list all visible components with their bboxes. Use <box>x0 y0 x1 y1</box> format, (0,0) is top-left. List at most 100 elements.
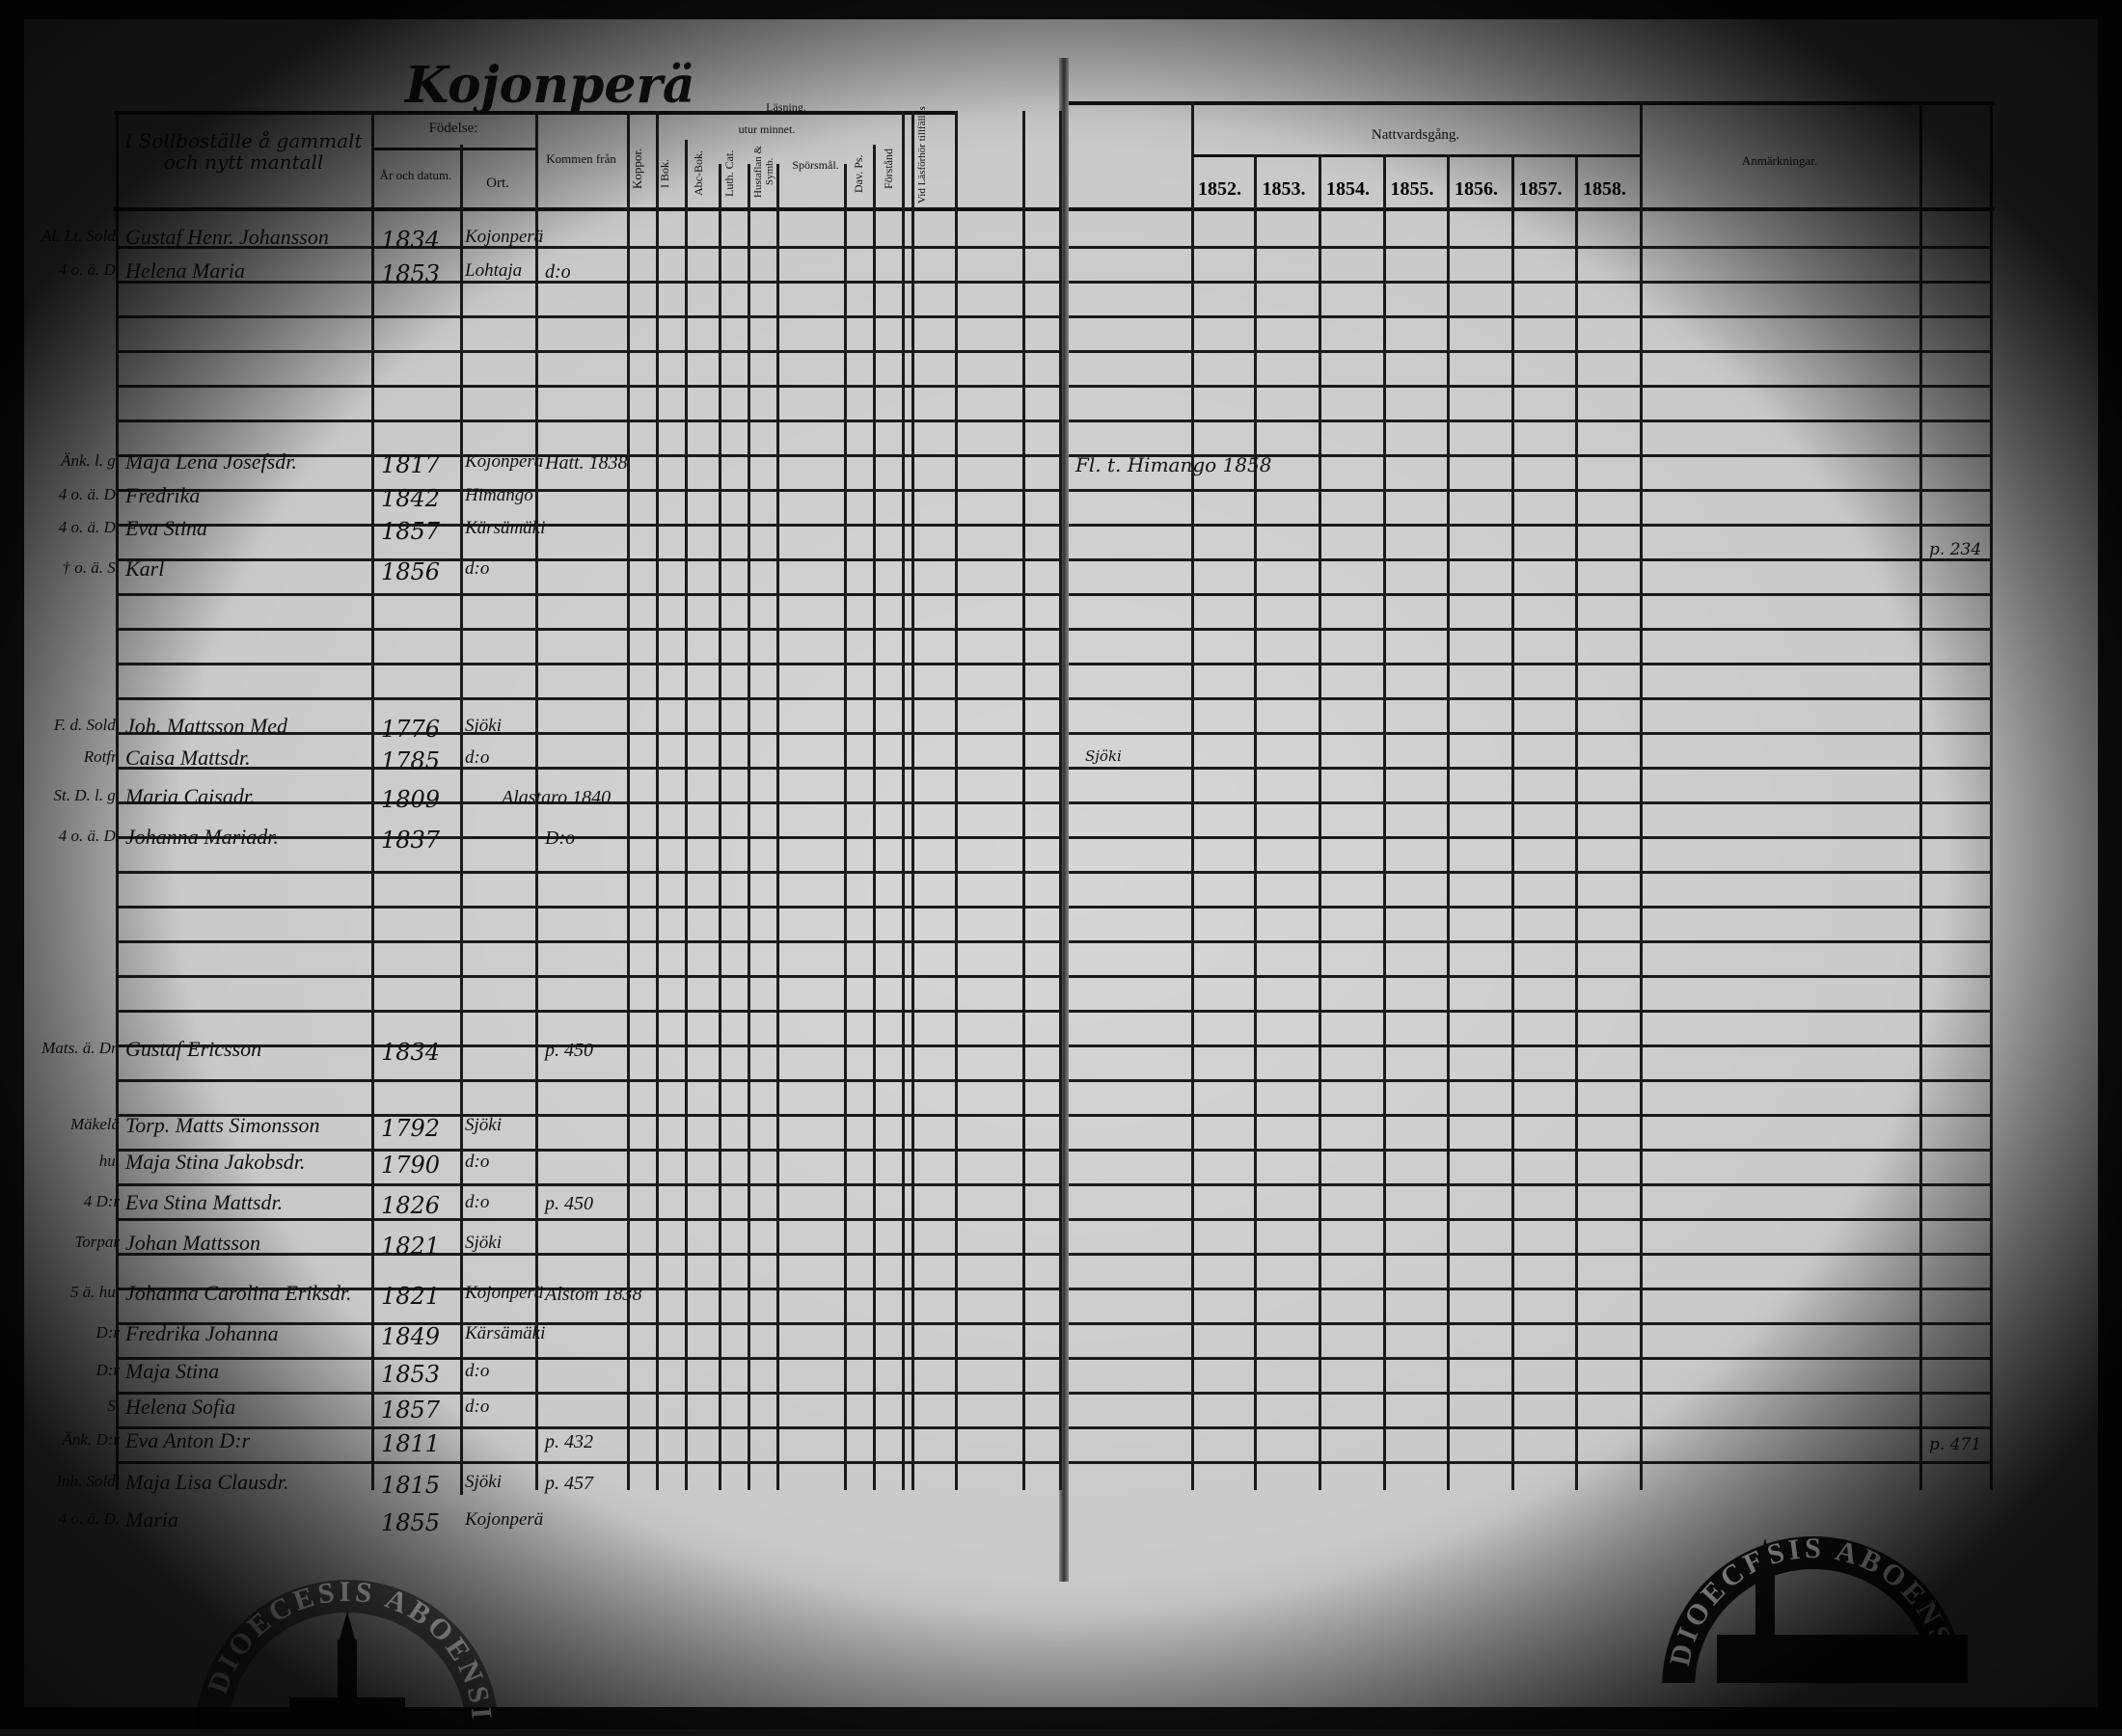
entry-birth-place: Sjöki <box>465 716 502 736</box>
entry-birth-year: 1853 <box>381 1361 441 1388</box>
entry-name: Eva Stina <box>125 516 207 540</box>
column-rule <box>748 164 750 1490</box>
entry-name: Maja Stina <box>125 1359 220 1383</box>
entry-prefix: 4 D:r <box>83 1192 120 1210</box>
entry-name: Gustaf Henr. Johansson <box>125 225 329 249</box>
header-year: 1858. <box>1583 178 1626 200</box>
entry-birth-year: 1834 <box>381 1039 441 1066</box>
header-exam: Vid Läsförhör tillfälles <box>916 106 928 203</box>
diocese-stamp-right: DIOECESIS ABOENSIS <box>1662 1533 1968 1683</box>
entry-name: Maria <box>125 1507 178 1532</box>
header-communion: Nattvardsgång. <box>1371 127 1460 143</box>
note-place: Sjöki <box>1085 747 1122 765</box>
entry-birth-year: 1792 <box>381 1115 441 1142</box>
entry-name: Eva Stina Mattsdr. <box>125 1190 284 1214</box>
entry-name: Gustaf Ericsson <box>125 1037 262 1061</box>
column-rule <box>776 164 779 1490</box>
entry-birth-place: Sjöki <box>465 1233 502 1253</box>
header-came-from: Kommen från <box>546 151 616 166</box>
header-birth: Födelse: <box>428 121 478 136</box>
entry-birth-year: 1815 <box>381 1472 441 1499</box>
entry-birth-year: 1776 <box>381 716 441 743</box>
entry-birth-place: Kojonperä <box>465 1283 544 1303</box>
column-rule <box>1059 111 1062 1490</box>
header-abc-book: Abc-Bok. <box>692 150 705 197</box>
entry-name: Fredrika Johanna <box>125 1321 279 1345</box>
entry-birth-year: 1817 <box>381 451 441 478</box>
column-rule <box>1319 154 1321 1490</box>
entry-name: Torp. Matts Simonsson <box>125 1113 320 1137</box>
entry-prefix: D:r <box>95 1361 120 1379</box>
column-rule <box>1383 154 1386 1490</box>
header-birth-place: Ort. <box>486 176 509 191</box>
entry-prefix: Änk. D:r <box>62 1430 120 1449</box>
village-title: Kojonperä <box>405 56 695 115</box>
entry-birth-year: 1785 <box>381 747 441 774</box>
entry-name: Maja Lisa Clausdr. <box>125 1470 289 1494</box>
entry-birth-place: Sjöki <box>465 1472 502 1492</box>
entry-name: Johanna Carolina Eriksdr. <box>125 1281 352 1305</box>
column-rule <box>1990 101 1993 1490</box>
column-rule <box>911 111 914 1490</box>
entry-name: Maria Caisadr. <box>125 784 256 808</box>
entry-birth-year: 1821 <box>381 1283 441 1310</box>
entry-name: Maja Lena Josefsdr. <box>125 449 297 474</box>
entry-name: Johanna Mariadr. <box>125 825 279 849</box>
header-questions: Spörsmål. <box>792 158 839 172</box>
header-reading: Läsning. <box>766 100 806 114</box>
header-year: 1854. <box>1326 178 1370 200</box>
header-understanding: Förstånd <box>882 149 895 189</box>
column-rule <box>1919 101 1922 1490</box>
header-year: 1855. <box>1390 178 1434 200</box>
header-year: 1856. <box>1455 178 1498 200</box>
entry-name: Johan Mattsson <box>125 1231 260 1255</box>
entry-came-from: p. 450 <box>545 1040 593 1061</box>
entry-name: Karl <box>125 556 165 581</box>
column-rule <box>844 164 847 1490</box>
entry-prefix: 4 o. ä. D. <box>58 827 120 845</box>
column-rule <box>1447 154 1450 1490</box>
header-year: 1852. <box>1198 178 1241 200</box>
entry-birth-year: 1857 <box>381 1397 441 1424</box>
entry-birth-year: 1842 <box>381 485 441 512</box>
entry-prefix: Inh. Sold. <box>56 1472 120 1490</box>
right-header-bottom <box>1069 207 1995 211</box>
entry-birth-place: Kojonperä <box>465 227 544 247</box>
entry-prefix: 4 o. ä. D. <box>58 518 120 536</box>
entry-prefix: 4 o. ä. D. <box>58 260 120 279</box>
entry-name: Eva Anton D:r <box>125 1428 251 1452</box>
entry-prefix: Al. Lt. Sold. <box>41 227 120 245</box>
header-year: 1857. <box>1518 178 1563 200</box>
column-rule <box>460 145 463 1495</box>
entry-came-from: D:o <box>545 827 576 849</box>
column-rule <box>1254 154 1257 1490</box>
entry-birth-year: 1834 <box>381 227 441 254</box>
column-rule <box>955 111 958 1490</box>
header-name-column: I Sollboställe å gammalt och nytt mantal… <box>124 129 363 174</box>
birth-divider <box>371 148 535 150</box>
entry-birth-year: 1826 <box>381 1192 441 1219</box>
entry-name: Helena Sofia <box>125 1395 236 1419</box>
entry-prefix: F. d. Sold. <box>53 716 120 734</box>
right-ruled-rows <box>1069 214 1990 1487</box>
header-from-memory: utur minnet. <box>738 122 796 136</box>
column-rule <box>371 111 374 1490</box>
entry-prefix: 4 o. ä. D. <box>58 485 120 503</box>
left-header-bottom <box>114 207 1059 211</box>
header-remarks: Anmärkningar. <box>1741 153 1818 168</box>
note-page-ref: p. 471 <box>1929 1435 1982 1454</box>
entry-came-from: p. 432 <box>545 1431 593 1452</box>
header-dav-ps: Dav. Ps. <box>852 154 865 193</box>
column-rule <box>685 140 688 1490</box>
years-divider <box>1191 154 1640 157</box>
entry-birth-year: 1853 <box>381 260 441 287</box>
entry-birth-place: d:o <box>465 1152 490 1172</box>
entry-birth-place: d:o <box>465 1361 490 1381</box>
entry-prefix: S. <box>107 1397 120 1415</box>
entry-birth-place: Kärsämäki <box>465 1323 546 1343</box>
entry-came-from: Alastaro 1840 <box>502 787 612 808</box>
entry-name: Joh. Mattsson Med <box>125 714 288 738</box>
entry-birth-place: Himango <box>465 485 533 505</box>
entry-birth-place: d:o <box>465 1397 490 1417</box>
column-rule <box>1022 111 1025 1490</box>
